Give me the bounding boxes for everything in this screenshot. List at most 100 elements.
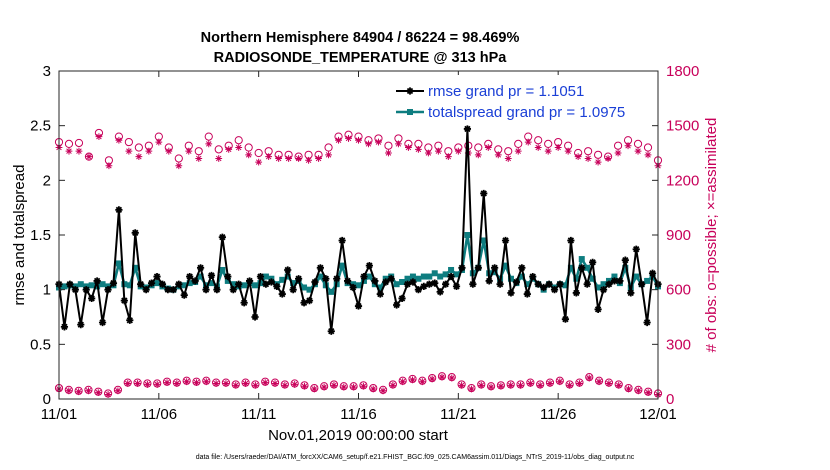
obs-assimilated-point [350, 383, 357, 391]
obs-assimilated-point [395, 140, 402, 148]
y-tick-label: 1.5 [30, 227, 51, 244]
obs-possible-point [204, 132, 213, 141]
obs-assimilated-point [484, 144, 492, 151]
x-tick-label: 12/01 [639, 406, 677, 423]
obs-possible-point [64, 139, 74, 148]
obs-assimilated-point [165, 147, 173, 155]
totalspread-point [290, 280, 297, 287]
obs-assimilated-point [468, 385, 475, 393]
obs-possible-point [534, 136, 543, 145]
rmse-point [251, 313, 259, 321]
rmse-point [196, 264, 205, 272]
obs-assimilated-point [271, 380, 279, 387]
totalspread-point [377, 284, 384, 291]
obs-assimilated-point [143, 381, 151, 388]
obs-assimilated-point [644, 151, 652, 159]
rmse-point [278, 290, 286, 298]
x-tick-label: 11/16 [340, 406, 376, 423]
y2-tick-label: 1800 [666, 63, 699, 80]
obs-assimilated-point [281, 381, 289, 389]
obs-assimilated-point [85, 153, 93, 161]
y2-axis-label: # of obs: o=possible; ×=assimilated [703, 118, 720, 353]
obs-possible-point [84, 152, 94, 161]
totalspread-point [448, 266, 455, 273]
rmse-point [545, 280, 553, 288]
rmse-point [567, 236, 575, 245]
x-tick-label: 11/11 [241, 406, 276, 423]
y-tick-label: 1 [43, 282, 51, 299]
y2-tick-label: 1200 [666, 172, 699, 189]
obs-assimilated-point [195, 155, 203, 162]
legend-spread-label: totalspread grand pr = 1.0975 [428, 104, 625, 121]
rmse-point [621, 256, 629, 264]
rmse-point [512, 278, 521, 286]
obs-assimilated-point [202, 378, 210, 386]
rmse-point [82, 286, 90, 294]
totalspread-point [518, 273, 525, 280]
obs-assimilated-point [564, 147, 572, 155]
obs-assimilated-point [566, 381, 574, 389]
y2-tick-label: 300 [666, 336, 691, 353]
totalspread-point [404, 275, 411, 282]
rmse-point [71, 286, 79, 294]
totalspread-point [562, 282, 569, 289]
obs-assimilated-point [173, 380, 181, 387]
totalspread-point [524, 281, 531, 288]
obs-assimilated-point [595, 378, 603, 386]
legend: rmse grand pr = 1.1051 totalspread grand… [390, 75, 652, 123]
rmse-point [147, 279, 156, 287]
totalspread-point [208, 280, 215, 287]
totalspread-point [584, 264, 591, 271]
y-tick-label: 0.5 [30, 336, 51, 353]
totalspread-point [99, 281, 106, 288]
totalspread-point [442, 271, 449, 278]
y2-tick-label: 0 [666, 391, 674, 408]
y-tick-label: 2.5 [30, 118, 51, 135]
rmse-point [485, 277, 493, 285]
obs-assimilated-point [574, 153, 582, 161]
obs-assimilated-point [434, 147, 442, 155]
obs-assimilated-point [409, 376, 416, 384]
obs-assimilated-point [444, 153, 452, 161]
totalspread-point [126, 282, 133, 289]
data-file-note: data file: /Users/raeder/DAI/ATM_forcXX/… [196, 454, 635, 461]
legend-rmse-marker [396, 87, 424, 95]
rmse-point [142, 286, 150, 294]
obs-assimilated-point [634, 387, 642, 395]
rmse-point [153, 272, 161, 281]
obs-assimilated-point [405, 144, 412, 151]
rmse-point [616, 277, 624, 285]
x-tick-label: 11/21 [440, 406, 476, 423]
totalspread-point [301, 284, 308, 291]
rmse-point [180, 291, 188, 299]
obs-possible-point [214, 145, 223, 154]
totalspread-point [115, 260, 122, 267]
rmse-point [66, 280, 74, 288]
totalspread-point [437, 273, 444, 280]
obs-assimilated-point [95, 133, 103, 140]
rmse-point [164, 286, 172, 294]
obs-assimilated-point [594, 158, 602, 166]
rmse-point [632, 245, 640, 253]
rmse-point [463, 125, 472, 133]
obs-assimilated-point [335, 136, 342, 144]
rmse-point [289, 286, 297, 294]
rmse-point [523, 290, 531, 298]
obs-assimilated-point [65, 387, 73, 395]
obs-assimilated-point [504, 155, 512, 162]
obs-assimilated-point [205, 140, 213, 148]
obs-assimilated-point [114, 387, 122, 395]
obs-count-series [54, 128, 663, 398]
obs-assimilated-point [75, 388, 83, 396]
rmse-point [474, 264, 482, 272]
totalspread-point [644, 277, 651, 284]
legend-spread-point [407, 109, 413, 115]
obs-assimilated-point [546, 380, 554, 387]
obs-possible-point [643, 143, 653, 152]
obs-assimilated-point [604, 155, 612, 162]
rmse-point [77, 321, 85, 329]
obs-assimilated-point [255, 158, 263, 166]
rmse-point [556, 280, 564, 288]
totalspread-point [633, 273, 640, 280]
totalspread-point [420, 273, 427, 280]
